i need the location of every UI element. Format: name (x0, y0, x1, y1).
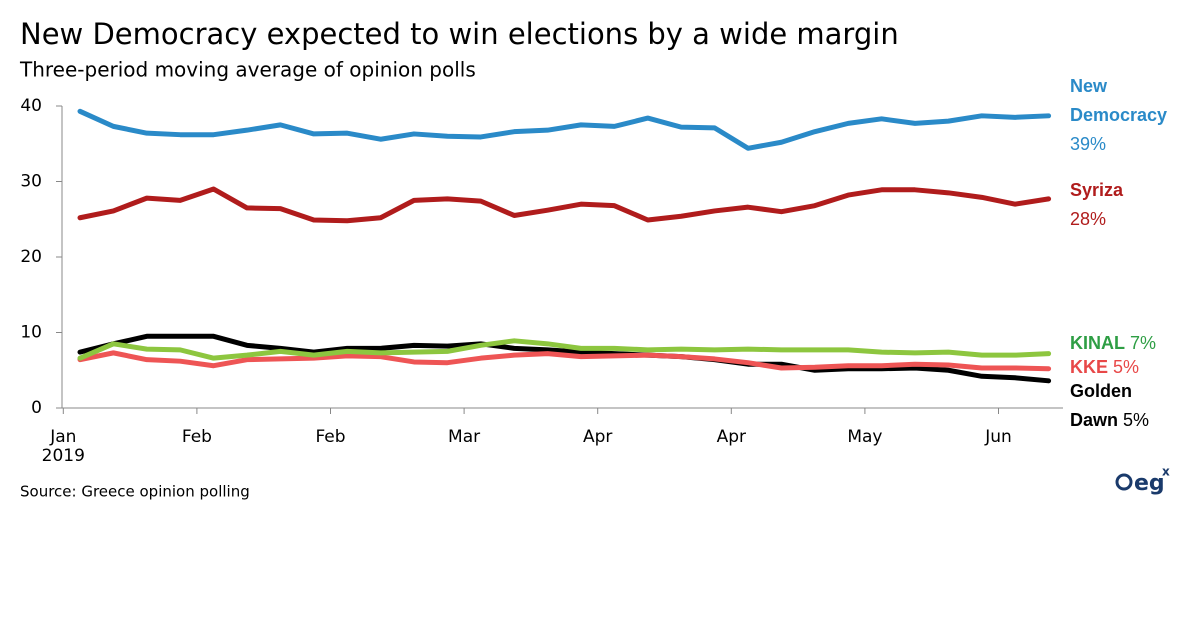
x-tick-label: Apr (717, 427, 746, 447)
x-tick-label: Mar (448, 427, 480, 447)
x-tick-label: Apr (583, 427, 612, 447)
logo-sup: x (1162, 465, 1170, 479)
source: Source: Greece opinion polling (20, 483, 250, 501)
end-value: 5% (1123, 410, 1150, 430)
x-tick-label: Jan 2019 (42, 427, 85, 466)
y-tick-label: 10 (20, 323, 42, 343)
x-tick-label: Jun (984, 427, 1012, 447)
chart-title: New Democracy expected to win elections … (20, 17, 899, 51)
end-label: Golden Dawn 5% (1070, 377, 1165, 435)
x-tick-label: Feb (315, 427, 345, 447)
series-name: KKE (1070, 357, 1109, 377)
end-value: 7% (1130, 333, 1157, 353)
end-value: 28% (1070, 209, 1107, 229)
series-name: KINAL (1070, 333, 1125, 353)
series-line (77, 186, 1052, 224)
end-label: Syriza 28% (1070, 176, 1170, 234)
series-name: New Democracy (1070, 76, 1168, 125)
end-label: KKE 5% (1070, 353, 1190, 382)
series-name: Syriza (1070, 180, 1124, 200)
series-line (77, 333, 1052, 384)
end-label: New Democracy 39% (1070, 72, 1170, 159)
chart-subtitle: Three-period moving average of opinion p… (19, 58, 476, 82)
end-value: 5% (1113, 357, 1140, 377)
series-line (77, 350, 1052, 372)
y-tick-label: 0 (31, 398, 42, 418)
logo: eg (1134, 471, 1165, 496)
series-line (77, 338, 1052, 361)
series-line (77, 108, 1052, 151)
end-value: 39% (1070, 134, 1107, 154)
end-label: KINAL 7% (1070, 329, 1190, 358)
y-tick-label: 30 (20, 172, 42, 192)
y-tick-label: 40 (20, 96, 42, 116)
x-tick-label: May (847, 427, 882, 447)
logo-icon (1115, 473, 1133, 491)
y-tick-label: 20 (20, 247, 42, 267)
series-name: Golden Dawn (1070, 381, 1132, 430)
x-tick-label: Feb (182, 427, 212, 447)
